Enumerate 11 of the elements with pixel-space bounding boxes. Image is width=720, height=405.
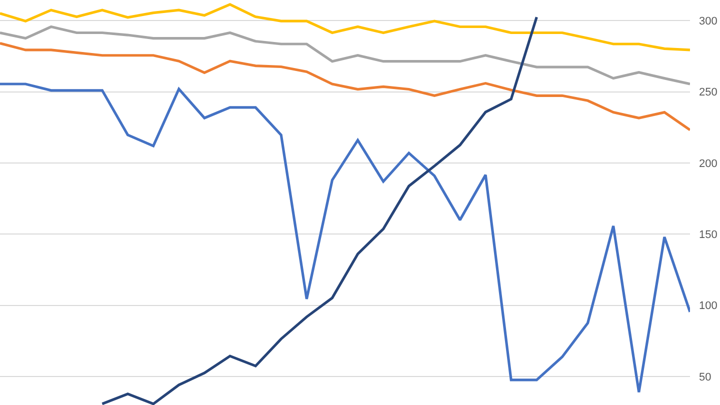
y-tick-label: 200 (699, 158, 718, 170)
line-series (100, 16, 538, 405)
line-series (0, 25, 690, 86)
line-series (0, 42, 690, 132)
y-tick-label: 250 (699, 86, 718, 99)
y-tick-label: 50 (699, 371, 712, 384)
y-tick-label: 300 (699, 15, 718, 28)
line-series (0, 3, 690, 52)
y-tick-label: 150 (699, 229, 718, 242)
y-tick-label: 100 (699, 300, 718, 312)
line-series (0, 82, 690, 394)
